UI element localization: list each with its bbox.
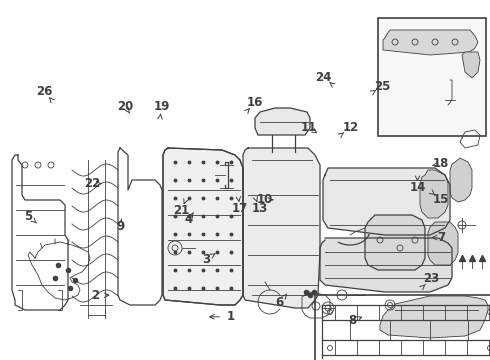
Text: 25: 25 <box>374 80 391 93</box>
Polygon shape <box>383 30 478 55</box>
Polygon shape <box>243 148 320 308</box>
Text: 19: 19 <box>153 100 170 113</box>
Text: 15: 15 <box>433 193 449 206</box>
Text: 26: 26 <box>36 85 52 98</box>
Polygon shape <box>450 158 472 202</box>
Text: 16: 16 <box>246 96 263 109</box>
Polygon shape <box>365 215 425 270</box>
Text: 8: 8 <box>349 314 357 327</box>
Polygon shape <box>320 238 452 292</box>
Text: 9: 9 <box>116 220 124 233</box>
Polygon shape <box>380 296 488 338</box>
Text: 3: 3 <box>202 253 210 266</box>
Text: 23: 23 <box>423 273 440 285</box>
Text: 21: 21 <box>173 204 190 217</box>
Text: 17: 17 <box>232 202 248 215</box>
Polygon shape <box>462 52 480 78</box>
Polygon shape <box>428 222 458 265</box>
Text: 7: 7 <box>437 231 445 244</box>
Text: 1: 1 <box>226 310 234 323</box>
Text: 10: 10 <box>256 193 273 206</box>
Text: 22: 22 <box>84 177 100 190</box>
Text: 18: 18 <box>433 157 449 170</box>
Text: 6: 6 <box>275 296 283 309</box>
Text: 20: 20 <box>117 100 133 113</box>
Polygon shape <box>420 170 448 218</box>
Bar <box>315 295 490 360</box>
Polygon shape <box>255 108 310 135</box>
Polygon shape <box>323 168 450 235</box>
Text: 11: 11 <box>300 121 317 134</box>
Text: 4: 4 <box>185 213 193 226</box>
Text: 2: 2 <box>92 289 99 302</box>
Text: 13: 13 <box>251 202 268 215</box>
Text: 12: 12 <box>342 121 359 134</box>
Polygon shape <box>163 148 243 305</box>
Text: 5: 5 <box>24 210 32 222</box>
Text: 24: 24 <box>315 71 332 84</box>
Bar <box>378 18 486 136</box>
Text: 14: 14 <box>409 181 426 194</box>
